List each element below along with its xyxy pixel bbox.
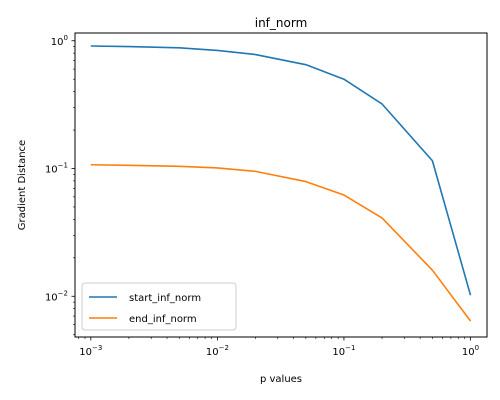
series-line-end-inf-norm bbox=[90, 163, 472, 322]
x-tick-label: 10−1 bbox=[332, 344, 355, 358]
legend-label-end-inf-norm: end_inf_norm bbox=[129, 314, 197, 325]
x-axis-label: p values bbox=[260, 374, 302, 385]
legend-box bbox=[81, 282, 237, 331]
y-tick-label: 100 bbox=[51, 34, 68, 48]
legend-label-start-inf-norm: start_inf_norm bbox=[129, 293, 201, 304]
plot-frame bbox=[74, 32, 488, 338]
x-axis-ticks: 10−3 10−2 10−1 100 bbox=[78, 337, 479, 358]
y-tick-label: 10−1 bbox=[45, 162, 68, 176]
y-axis-ticks: 10−2 10−1 100 bbox=[45, 34, 75, 336]
chart-title: inf_norm bbox=[255, 16, 308, 30]
series-line-start-inf-norm bbox=[90, 45, 472, 296]
legend: start_inf_norm end_inf_norm bbox=[81, 282, 237, 331]
series-lines bbox=[90, 45, 472, 322]
y-tick-label: 10−2 bbox=[45, 289, 68, 303]
x-tick-label: 100 bbox=[462, 344, 479, 358]
x-tick-label: 10−3 bbox=[79, 344, 102, 358]
x-tick-label: 10−2 bbox=[206, 344, 229, 358]
y-axis-label: Gradient Distance bbox=[17, 140, 28, 230]
